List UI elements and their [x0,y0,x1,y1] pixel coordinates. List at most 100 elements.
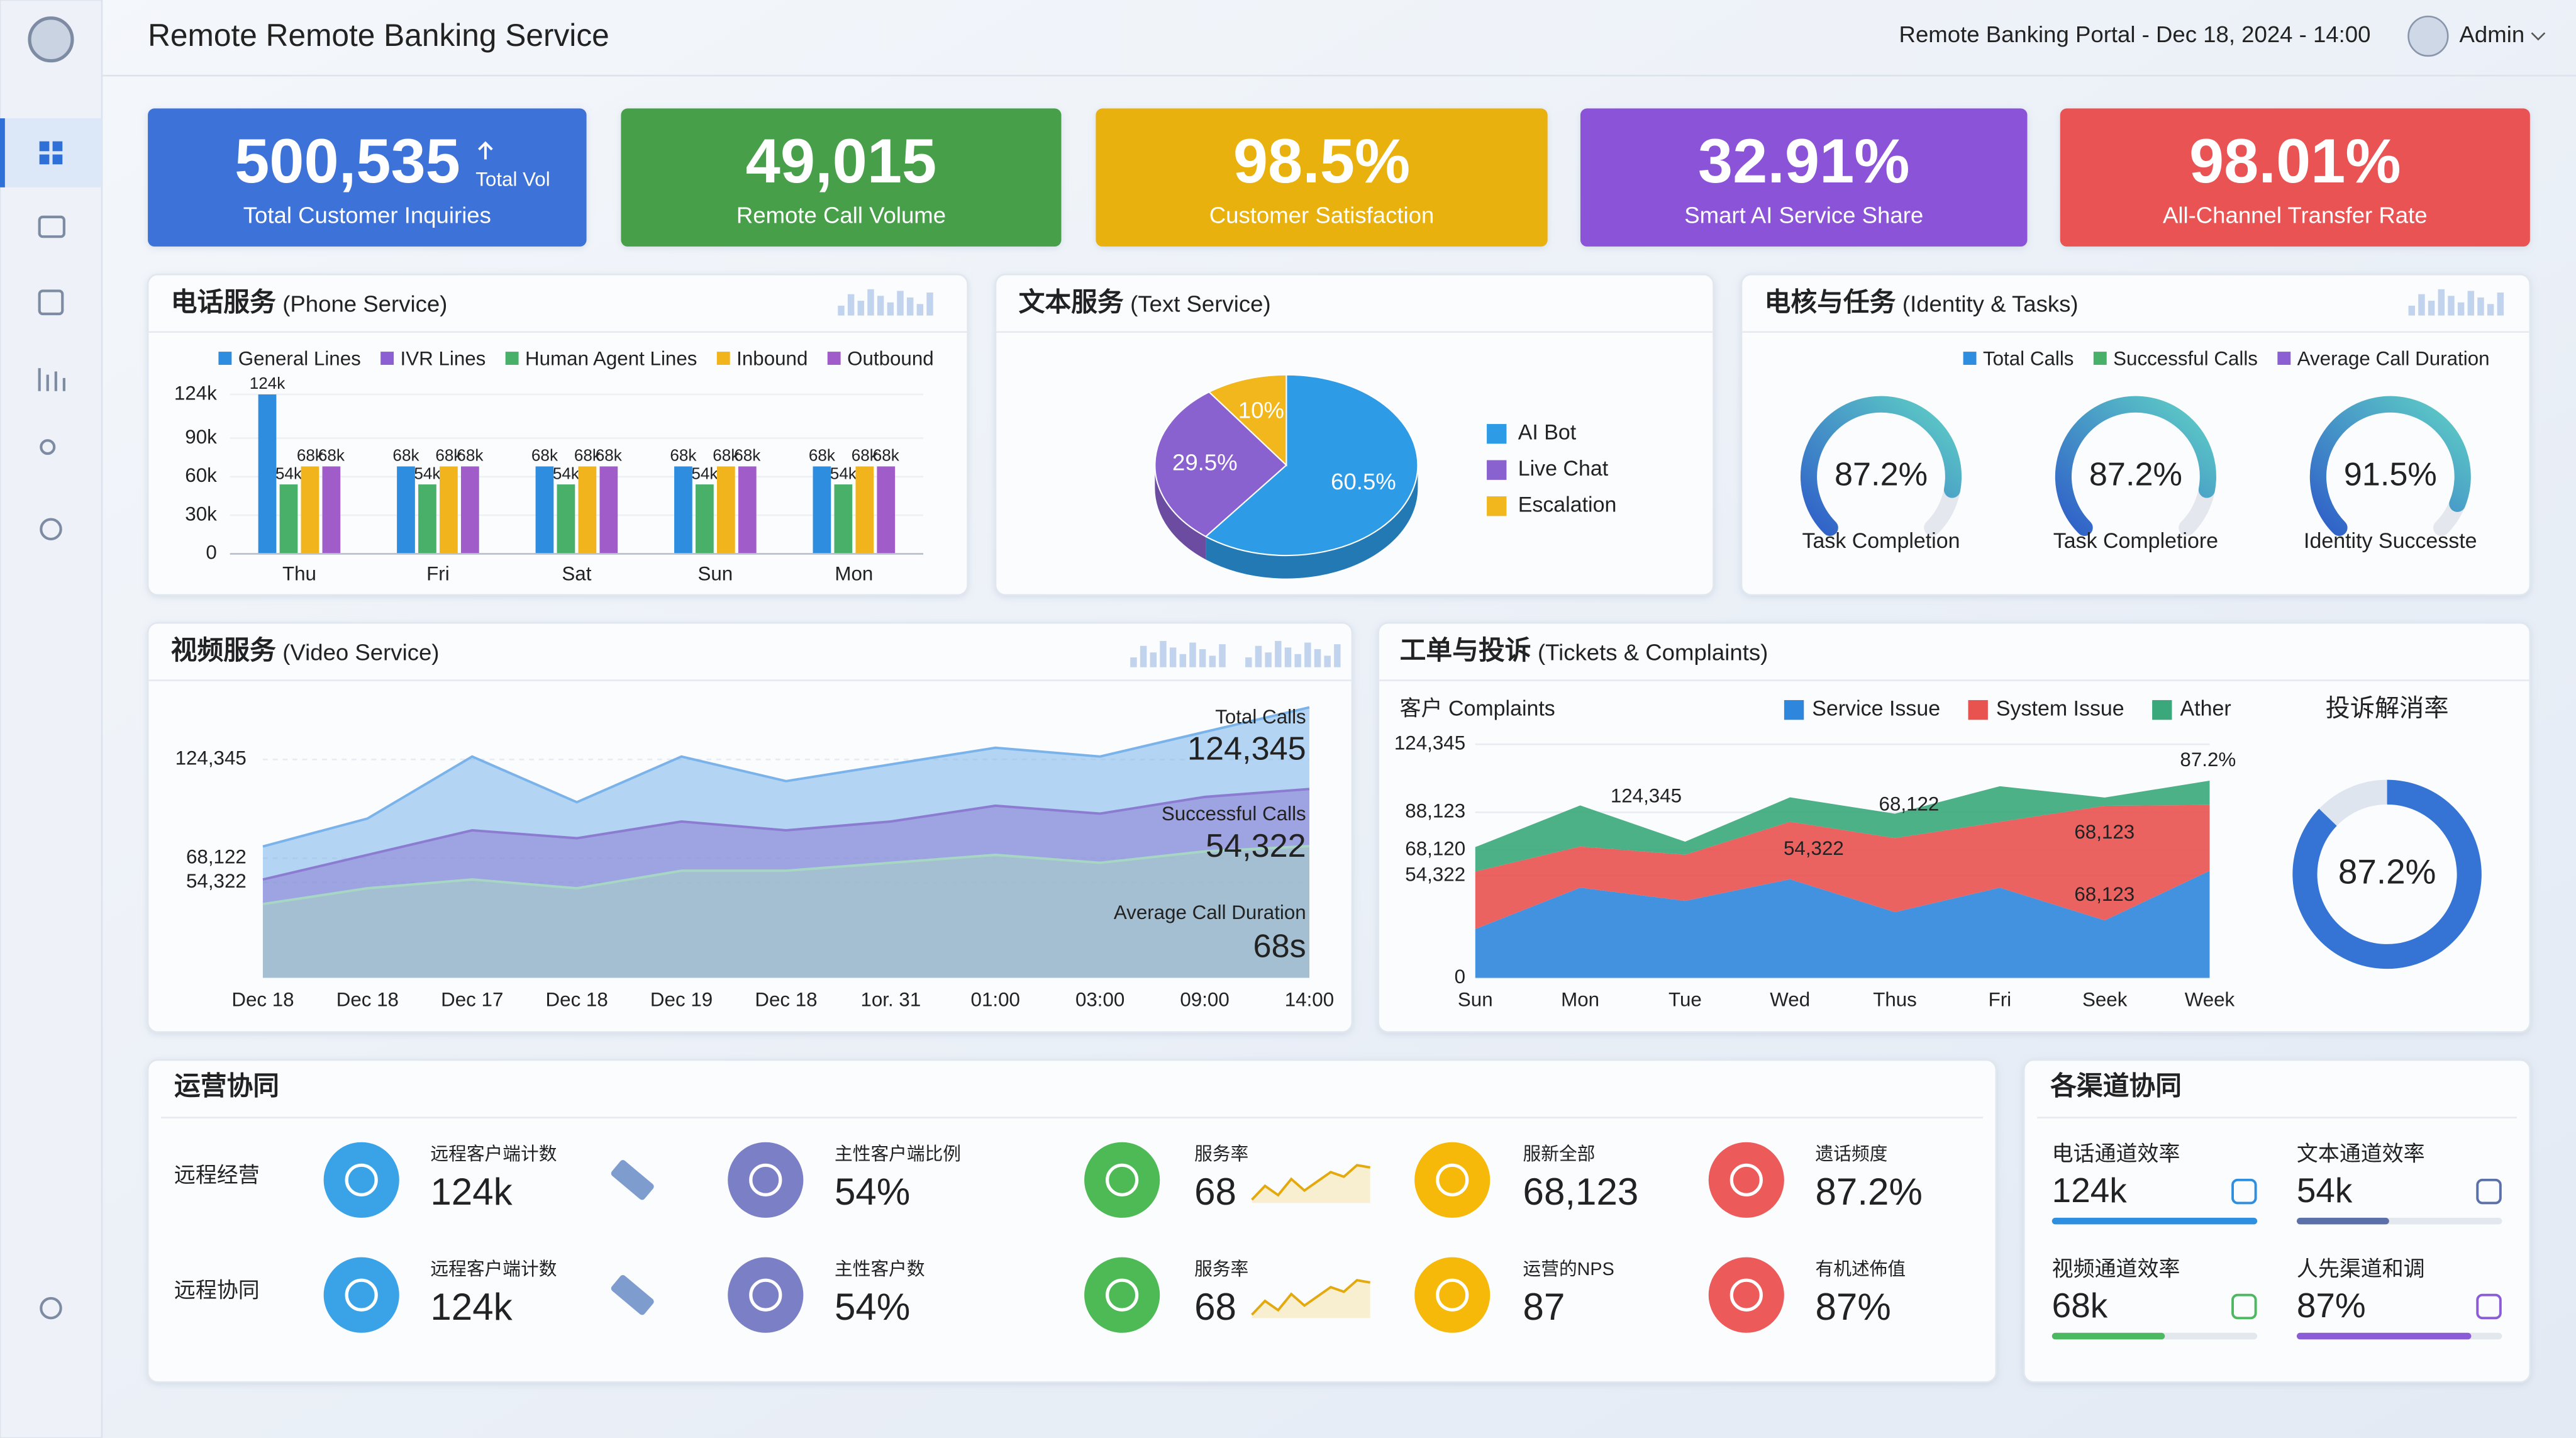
header-icon [1140,645,1147,667]
annotation: 124,345 [1611,784,1682,806]
pie-value-label: 60.5% [1331,469,1396,494]
metric-icon[interactable] [728,1257,804,1333]
kpi-label: Total Customer Inquiries [243,203,491,228]
bar-value-label: 68k [713,446,740,465]
metric-icon[interactable] [1414,1142,1491,1218]
metric-icon[interactable] [728,1142,804,1218]
metric-label: 服务率 [1194,1259,1248,1279]
header-icon [1150,652,1157,667]
kpi-value: 98.01% [2189,126,2401,196]
header-icon [2408,305,2415,316]
metric-icon[interactable] [1708,1142,1784,1218]
kpi-card[interactable] [1580,108,2028,247]
bar-value-label: 54k [414,464,441,482]
icon-chart[interactable] [38,368,65,391]
kpi-arrow [478,141,493,160]
panel-subtitle: (Tickets & Complaints) [1538,639,1768,665]
metric-icon-glyph [749,1278,782,1312]
header-icon [1245,657,1252,667]
icon-users[interactable] [40,439,56,455]
pie-value-label: 29.5% [1172,450,1238,476]
metric-value: 87 [1523,1286,1565,1328]
icon-settings-bottom[interactable] [40,1296,62,1320]
kpi-card[interactable] [1096,108,1548,247]
metric-icon[interactable] [1708,1257,1784,1333]
x-tick-label: Dec 17 [441,988,503,1010]
gauge-arc [1801,396,1962,536]
metric-value: 68,123 [1523,1171,1639,1213]
legend-swatch [218,352,232,365]
donut-arc [2292,779,2482,969]
progress-bar [2051,1332,2165,1340]
header-icon [857,301,865,316]
metric-icon[interactable] [1084,1142,1160,1218]
channel-value: 68k [2052,1286,2108,1325]
x-tick-label: 03:00 [1075,988,1124,1010]
metric-icon[interactable] [1084,1257,1160,1333]
metric-label: 有机述佈值 [1816,1259,1906,1279]
header-icon [1255,645,1262,667]
x-tick-label: Thu [282,563,316,585]
metric-icon[interactable] [323,1257,399,1333]
kpi-card[interactable] [2060,108,2530,247]
pie-slice [1154,391,1287,538]
metric-value: 87.2% [1816,1171,1923,1213]
metric-label: 远程客户端计数 [430,1144,557,1164]
bar [258,394,277,554]
panel-title: 电话服务 [171,287,276,316]
avatar[interactable] [2407,15,2449,57]
kpi-value: 32.91% [1698,126,1910,196]
header-user[interactable]: Admin [2460,21,2525,47]
metric-label: 运营的NPS [1523,1259,1614,1279]
user-caret[interactable] [2531,32,2546,41]
metric-icon-glyph [1106,1163,1139,1196]
panel-subtitle: (Video Service) [282,639,439,665]
x-tick-label: Wed [1770,988,1810,1010]
legend-swatch [1968,699,1988,720]
legend-label: System Issue [1996,697,2124,721]
metric-label: 主性客户数 [835,1259,925,1279]
legend-swatch [380,352,394,365]
metric-label: 远程客户端计数 [430,1259,557,1279]
metric-icon[interactable] [1414,1257,1491,1333]
kpi-card[interactable] [148,108,587,247]
logo[interactable] [28,16,74,63]
header-icon [1314,649,1321,667]
sidebar [0,0,103,1438]
sidebar-active-bar [0,118,5,187]
y-tick-label: 0 [1455,966,1465,988]
panel-title: 工单与投诉 [1400,635,1531,665]
x-tick-label: Sat [562,563,591,585]
header-icon [1130,657,1137,667]
metric-label: 遗话频度 [1816,1144,1888,1164]
bar-value-label: 124k [250,374,286,393]
header-icon [1284,647,1292,667]
metric-icon[interactable] [323,1142,399,1218]
bar-value-label: 68k [734,446,761,465]
series-name: Total Calls [1215,706,1306,728]
y-tick-label: 124,345 [1394,732,1465,754]
icon-settings[interactable] [40,518,62,541]
bar [834,484,853,554]
bar [578,466,597,554]
legend-label: Live Chat [1518,457,1609,481]
metric-value: 54% [835,1286,910,1328]
header-icon [2448,296,2455,316]
icon-dashboard[interactable] [39,141,63,165]
header-icon [1189,642,1196,667]
pie-value-label: 10% [1238,397,1284,423]
legend-swatch [1784,699,1804,720]
stacked-area [1475,805,2210,929]
kpi-card[interactable] [621,108,1062,247]
bar-value-label: 54k [830,464,857,482]
header-icon [1160,640,1167,667]
header-icon [847,294,855,316]
header-icon [926,293,933,316]
stacked-area [1475,780,2210,872]
header-icon [2497,293,2504,316]
icon-wallet[interactable] [38,215,65,238]
header-icon [2477,297,2484,316]
icon-tasks[interactable] [38,289,64,316]
sidebar-active[interactable] [0,118,102,187]
